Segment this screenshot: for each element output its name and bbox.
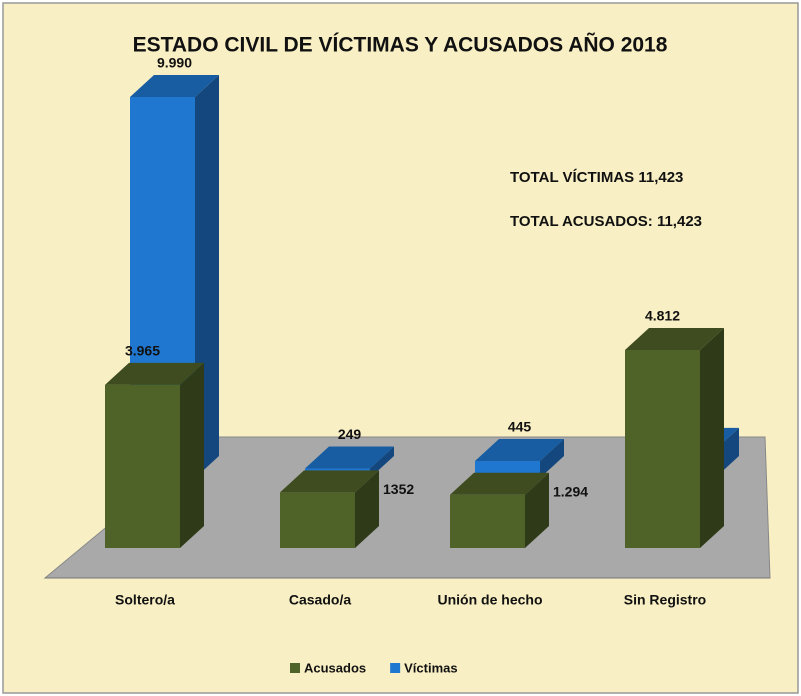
x-tick-label: Soltero/a	[115, 592, 175, 608]
bar-top	[280, 470, 379, 493]
bar-side	[540, 439, 564, 478]
legend-label: Víctimas	[404, 660, 457, 675]
x-tick-label: Unión de hecho	[438, 592, 543, 608]
annotation: TOTAL VÍCTIMAS 11,423	[510, 169, 683, 186]
annotation: TOTAL ACUSADOS: 11,423	[510, 213, 702, 230]
x-tick-label: Casado/a	[289, 592, 351, 608]
bar	[105, 384, 180, 548]
x-tick-label: Sin Registro	[624, 592, 706, 608]
data-label: 1.294	[553, 483, 588, 499]
bar	[625, 350, 700, 548]
bar-top	[105, 362, 204, 385]
bar-top	[450, 472, 549, 495]
legend-swatch	[290, 663, 300, 673]
bar-top	[305, 446, 394, 469]
data-label: 4.812	[645, 308, 680, 324]
bar-top	[475, 439, 564, 462]
legend-label: Acusados	[304, 660, 366, 675]
bar	[280, 492, 355, 548]
chart-title: ESTADO CIVIL DE VÍCTIMAS Y ACUSADOS AÑO …	[133, 34, 668, 57]
data-label: 445	[508, 419, 532, 435]
bar-side	[370, 446, 394, 478]
data-label: 249	[338, 426, 362, 442]
data-label: 3.965	[125, 343, 160, 359]
bar	[450, 494, 525, 548]
bar-side	[525, 472, 549, 548]
bar-top	[130, 75, 219, 97]
bar-side	[700, 328, 724, 548]
bar-top	[625, 328, 724, 350]
legend-swatch	[390, 663, 401, 673]
bar-side	[355, 470, 379, 548]
data-label: 1352	[383, 481, 414, 497]
bar-side	[180, 362, 204, 548]
data-label: 9.990	[157, 55, 192, 71]
